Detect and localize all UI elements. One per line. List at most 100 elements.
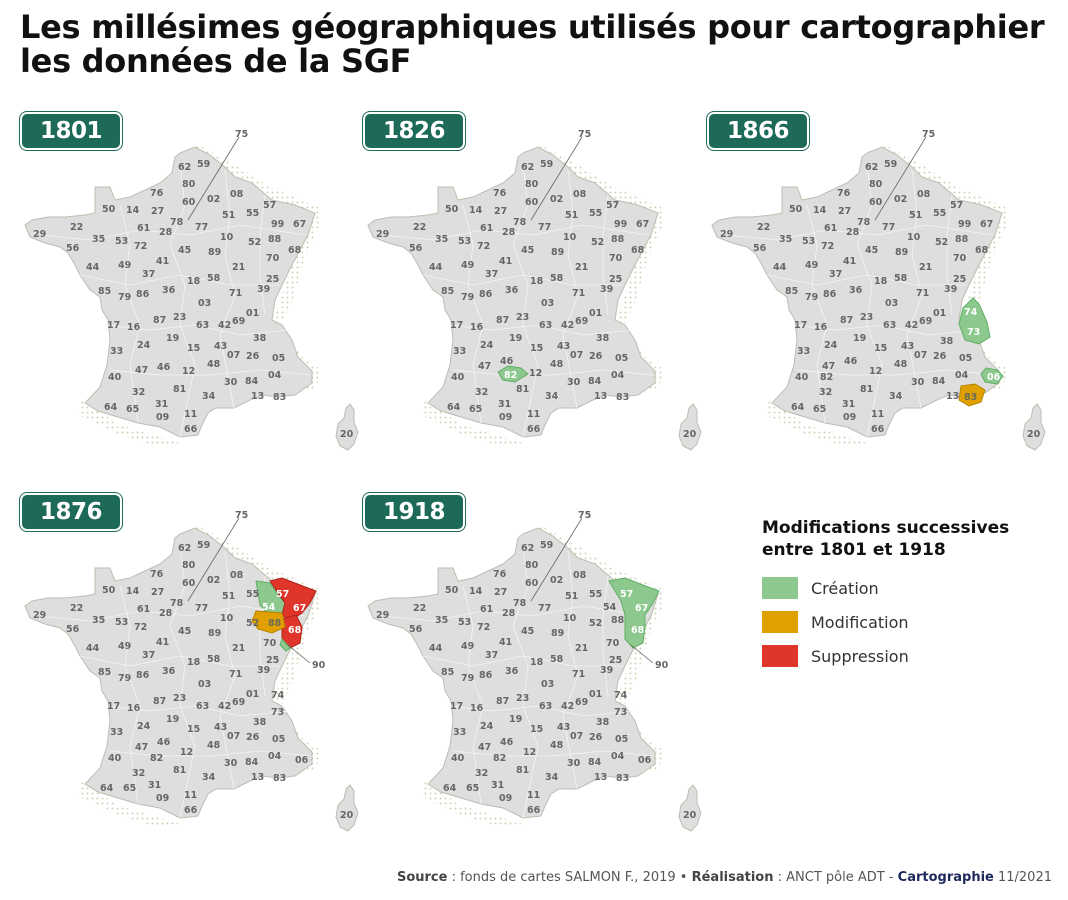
svg-text:72: 72 (134, 241, 147, 252)
svg-text:76: 76 (493, 569, 507, 580)
svg-text:49: 49 (461, 641, 474, 652)
year-badge: 1801 (20, 112, 122, 150)
svg-text:26: 26 (246, 732, 260, 743)
svg-text:13: 13 (251, 772, 264, 783)
svg-text:28: 28 (502, 227, 516, 238)
svg-text:78: 78 (857, 217, 871, 228)
svg-text:65: 65 (813, 404, 826, 415)
svg-text:56: 56 (409, 624, 423, 635)
svg-text:02: 02 (550, 575, 563, 586)
svg-text:22: 22 (70, 222, 83, 233)
svg-text:40: 40 (108, 753, 122, 764)
svg-text:12: 12 (523, 747, 536, 758)
svg-text:64: 64 (100, 783, 114, 794)
svg-text:62: 62 (865, 162, 878, 173)
svg-text:63: 63 (539, 320, 552, 331)
svg-text:66: 66 (184, 805, 198, 816)
svg-text:01: 01 (246, 308, 259, 319)
svg-text:65: 65 (123, 783, 136, 794)
region-57-67-68-creation (608, 577, 660, 649)
svg-text:16: 16 (470, 322, 484, 333)
svg-text:35: 35 (435, 234, 448, 245)
svg-text:64: 64 (443, 783, 457, 794)
svg-text:85: 85 (98, 667, 111, 678)
svg-text:81: 81 (516, 384, 529, 395)
legend: Modifications successives entre 1801 et … (762, 517, 1009, 673)
svg-text:01: 01 (933, 308, 946, 319)
svg-text:72: 72 (821, 241, 834, 252)
svg-text:32: 32 (475, 387, 488, 398)
svg-text:23: 23 (173, 693, 186, 704)
france-map: 75 62 59 80 08 76 60 02 57 50 14 27 78 51 55 29… (367, 129, 702, 451)
svg-text:39: 39 (257, 665, 270, 676)
svg-text:88: 88 (955, 234, 969, 245)
map-panel-1918: 75 90 62 59 80 08 76 60 02 57 50 14 27 78 51 55… (363, 493, 708, 833)
svg-text:64: 64 (791, 402, 805, 413)
svg-text:38: 38 (253, 717, 267, 728)
svg-text:60: 60 (182, 578, 196, 589)
svg-text:04: 04 (268, 370, 282, 381)
svg-text:33: 33 (453, 346, 466, 357)
svg-text:79: 79 (461, 673, 474, 684)
france-map: 75 90 62 59 80 08 76 60 02 57 50 14 27 78 51 55… (367, 510, 702, 832)
svg-text:67: 67 (636, 219, 649, 230)
svg-text:12: 12 (182, 366, 195, 377)
svg-text:89: 89 (551, 628, 564, 639)
svg-text:80: 80 (182, 560, 196, 571)
svg-text:69: 69 (919, 316, 932, 327)
svg-text:80: 80 (525, 179, 539, 190)
svg-text:53: 53 (115, 617, 128, 628)
svg-text:72: 72 (477, 241, 490, 252)
svg-text:28: 28 (846, 227, 860, 238)
svg-text:89: 89 (895, 247, 908, 258)
svg-text:82: 82 (820, 372, 833, 383)
svg-text:63: 63 (196, 701, 209, 712)
svg-text:61: 61 (824, 223, 837, 234)
svg-text:26: 26 (589, 351, 603, 362)
svg-text:50: 50 (102, 204, 116, 215)
svg-text:37: 37 (485, 650, 498, 661)
svg-text:06: 06 (638, 755, 652, 766)
svg-text:45: 45 (865, 245, 878, 256)
svg-text:31: 31 (491, 780, 504, 791)
svg-text:49: 49 (461, 260, 474, 271)
svg-text:31: 31 (155, 399, 168, 410)
svg-text:44: 44 (773, 262, 787, 273)
svg-text:67: 67 (980, 219, 993, 230)
svg-text:86: 86 (136, 289, 150, 300)
svg-text:19: 19 (853, 333, 866, 344)
svg-text:43: 43 (214, 722, 227, 733)
svg-text:24: 24 (824, 340, 838, 351)
svg-text:62: 62 (521, 543, 534, 554)
svg-text:05: 05 (615, 734, 628, 745)
svg-text:33: 33 (110, 727, 123, 738)
france-map: 75 62 59 80 08 76 60 02 57 50 14 27 78 51 55 29… (24, 129, 359, 451)
svg-text:63: 63 (196, 320, 209, 331)
svg-text:35: 35 (92, 615, 105, 626)
svg-text:14: 14 (126, 205, 140, 216)
svg-text:72: 72 (134, 622, 147, 633)
svg-text:24: 24 (480, 721, 494, 732)
svg-text:44: 44 (429, 643, 443, 654)
svg-text:27: 27 (494, 587, 507, 598)
svg-text:50: 50 (445, 585, 459, 596)
svg-text:26: 26 (589, 732, 603, 743)
svg-text:08: 08 (573, 189, 587, 200)
svg-text:25: 25 (609, 655, 622, 666)
svg-text:37: 37 (142, 650, 155, 661)
svg-text:52: 52 (589, 618, 602, 629)
svg-text:40: 40 (108, 372, 122, 383)
svg-text:10: 10 (220, 613, 234, 624)
svg-text:19: 19 (166, 333, 179, 344)
svg-text:46: 46 (157, 737, 171, 748)
svg-text:19: 19 (509, 333, 522, 344)
svg-text:60: 60 (182, 197, 196, 208)
svg-text:64: 64 (104, 402, 118, 413)
svg-text:86: 86 (823, 289, 837, 300)
svg-text:83: 83 (273, 773, 286, 784)
svg-text:47: 47 (135, 365, 148, 376)
svg-text:34: 34 (202, 772, 216, 783)
svg-text:50: 50 (102, 585, 116, 596)
source-credits: Source : fonds de cartes SALMON F., 2019… (396, 870, 1052, 885)
svg-text:31: 31 (498, 399, 511, 410)
